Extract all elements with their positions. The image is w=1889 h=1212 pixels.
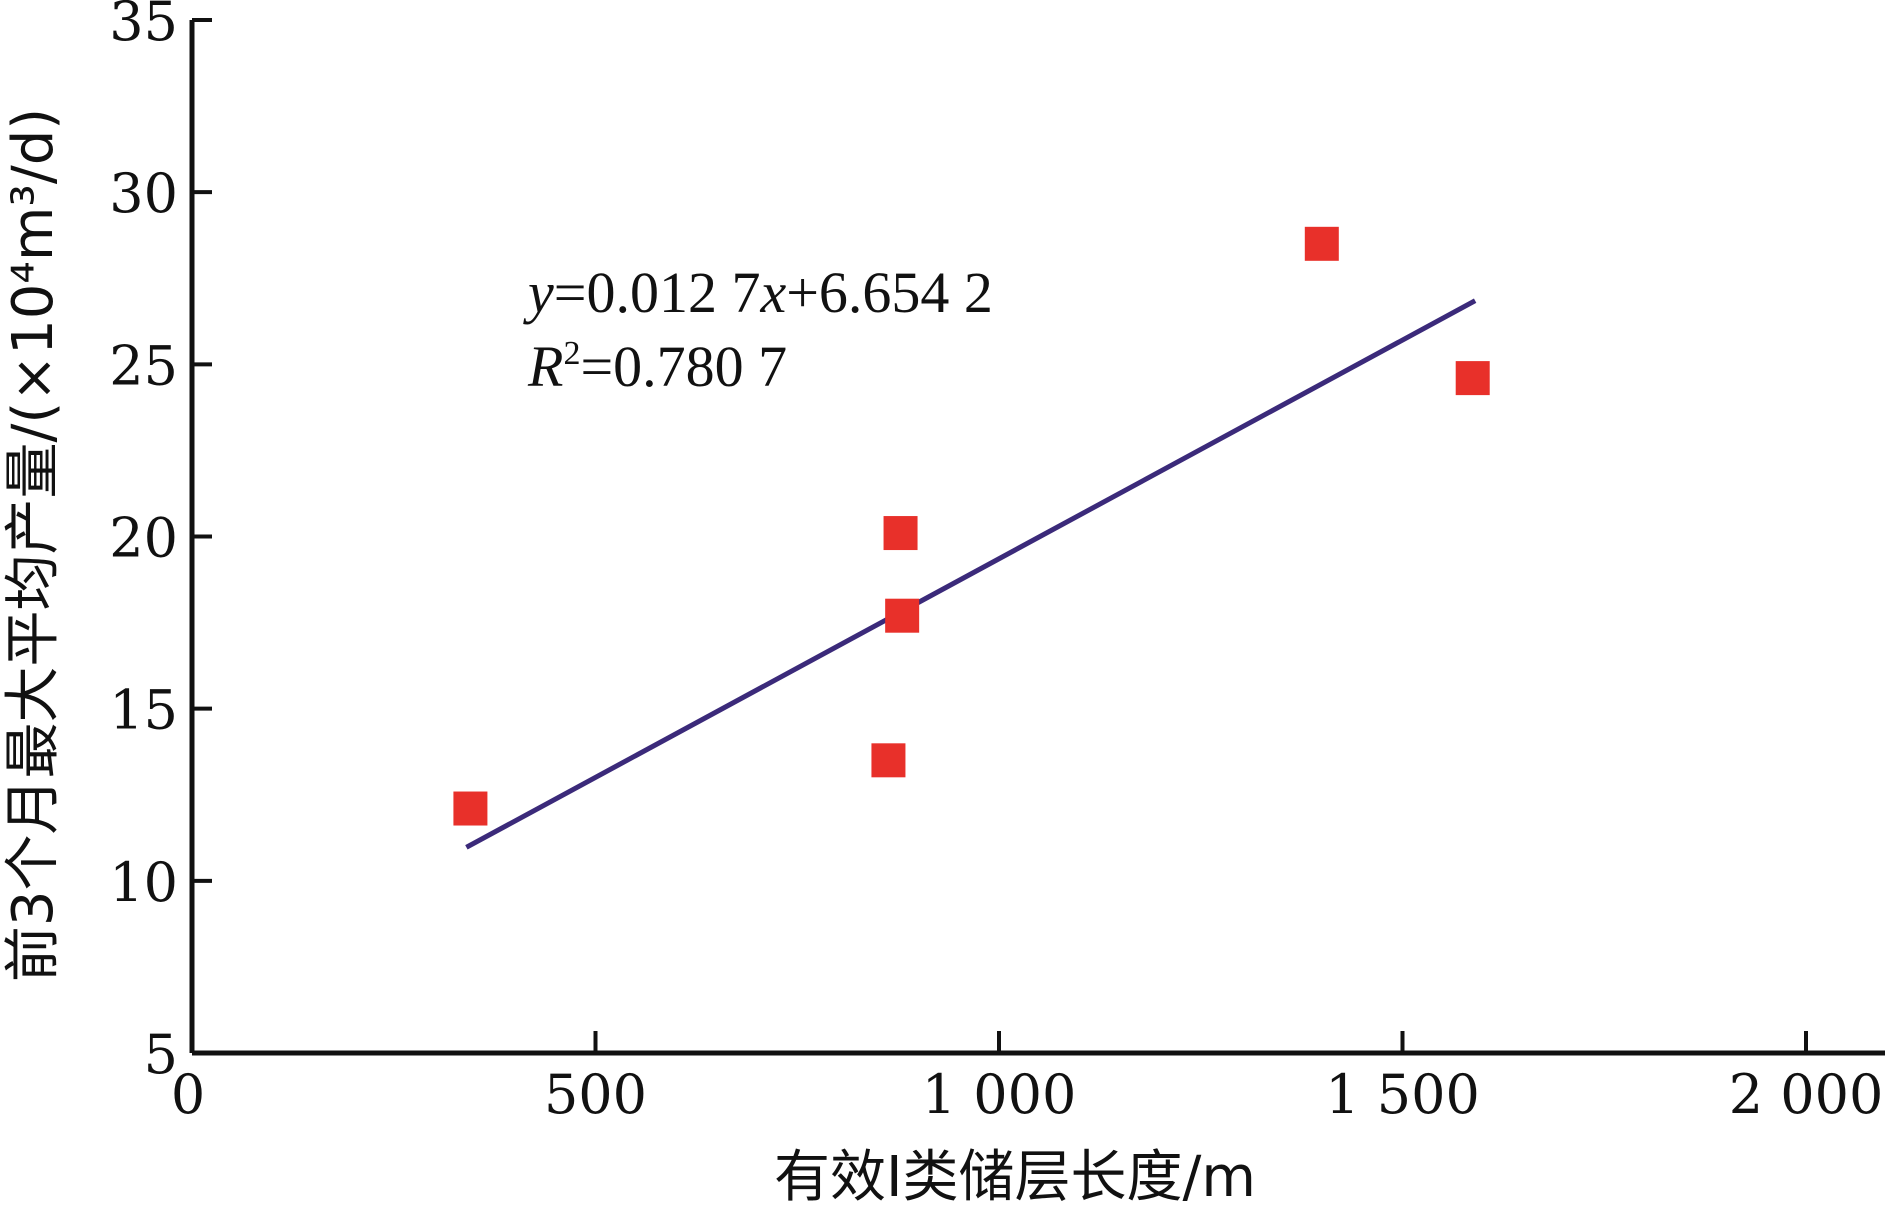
y-tick-label: 25: [109, 334, 178, 397]
y-tick-label: 20: [109, 507, 178, 570]
x-tick-label: 1 500: [1325, 1063, 1480, 1126]
y-tick-label: 5: [144, 1023, 178, 1086]
equation-slope: =0.012 7: [554, 260, 761, 325]
x-tick-label: 1 000: [922, 1063, 1077, 1126]
equation-intercept: +6.654 2: [786, 260, 993, 325]
x-axis-title: 有效Ⅰ类储层长度/m: [774, 1145, 1256, 1210]
r-squared: R2=0.780 7: [527, 334, 787, 399]
x-tick-label: 500: [544, 1063, 647, 1126]
data-point: [871, 743, 906, 778]
data-point: [453, 791, 488, 826]
y-tick-label: 35: [109, 0, 178, 53]
data-point: [1455, 361, 1490, 396]
data-point: [883, 516, 918, 551]
x-ticks: 0 500 1 000 1 500 2 000: [171, 1031, 1883, 1126]
r2-exponent: 2: [563, 335, 580, 372]
equation-x: x: [759, 260, 786, 325]
y-tick-label: 15: [109, 679, 178, 742]
y-tick-label: 10: [109, 851, 178, 914]
r2-symbol: R: [527, 334, 563, 399]
equation-y: y: [523, 260, 554, 325]
y-ticks: 5 10 15 20 25 30 35: [109, 0, 212, 1086]
data-points: [453, 226, 1490, 826]
data-point: [885, 598, 920, 633]
trendline: [465, 298, 1477, 850]
r2-value: =0.780 7: [580, 334, 787, 399]
y-axis-title: 前3个月最大平均产量/(×10⁴m³/d): [1, 108, 66, 982]
x-tick-label: 0: [171, 1063, 205, 1126]
data-point: [1304, 226, 1339, 261]
x-tick-label: 2 000: [1729, 1063, 1884, 1126]
y-tick-label: 30: [109, 162, 178, 225]
trendline-equation: y=0.012 7x+6.654 2: [523, 260, 993, 325]
